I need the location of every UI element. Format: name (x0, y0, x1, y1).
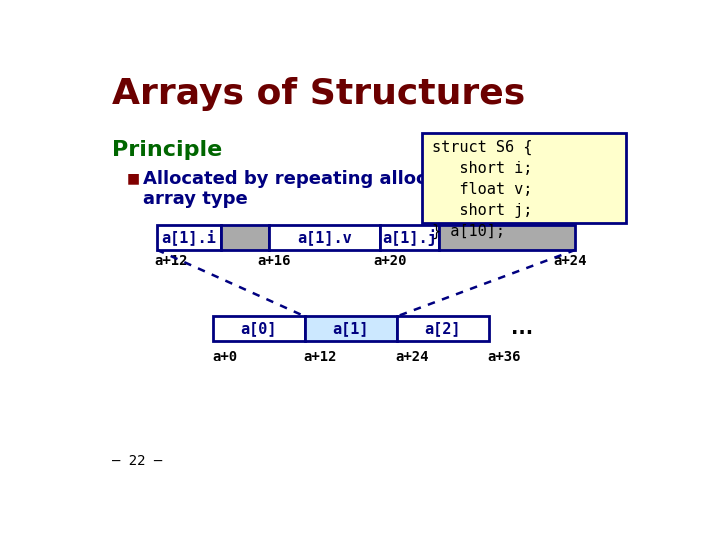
Text: Allocated by repeating allocation for: Allocated by repeating allocation for (143, 170, 513, 188)
Text: a+0: a+0 (213, 349, 238, 363)
Text: a+36: a+36 (488, 349, 521, 363)
Text: a+16: a+16 (258, 254, 291, 268)
Text: a+24: a+24 (553, 254, 587, 268)
Text: a[1].j: a[1].j (382, 229, 437, 246)
Bar (221, 225, 269, 250)
Text: Arrays of Structures: Arrays of Structures (112, 77, 526, 111)
Bar (422, 133, 626, 223)
Text: Principle: Principle (112, 140, 222, 160)
Text: a[0]: a[0] (240, 321, 277, 336)
Bar (305, 316, 397, 341)
Bar (157, 225, 221, 250)
Text: a[1]: a[1] (333, 321, 369, 336)
Bar (213, 316, 305, 341)
Bar (397, 316, 489, 341)
Text: a[2]: a[2] (425, 321, 462, 336)
Text: ■: ■ (126, 171, 140, 185)
Text: array type: array type (143, 190, 248, 207)
Text: – 22 –: – 22 – (112, 454, 163, 468)
Bar (438, 225, 575, 250)
Text: a+20: a+20 (374, 254, 407, 268)
Text: a+12: a+12 (154, 254, 188, 268)
Bar (269, 225, 380, 250)
Text: a[1].v: a[1].v (297, 230, 352, 245)
Text: ...: ... (511, 319, 534, 339)
Text: a[1].i: a[1].i (162, 230, 217, 245)
Bar (380, 225, 438, 250)
Text: a+12: a+12 (304, 349, 337, 363)
Text: struct S6 {
   short i;
   float v;
   short j;
} a[10];: struct S6 { short i; float v; short j; }… (432, 140, 532, 239)
Text: a+24: a+24 (396, 349, 429, 363)
